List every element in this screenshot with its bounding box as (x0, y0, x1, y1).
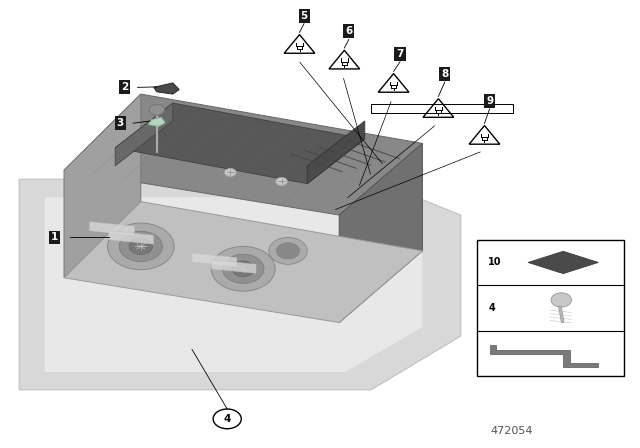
Polygon shape (528, 251, 598, 274)
Text: 7: 7 (396, 49, 404, 59)
Circle shape (108, 223, 174, 270)
Polygon shape (64, 94, 141, 278)
Circle shape (129, 238, 152, 254)
Text: 10: 10 (488, 258, 502, 267)
Polygon shape (90, 222, 134, 235)
Circle shape (276, 243, 300, 259)
Text: 1: 1 (51, 233, 58, 242)
Text: 6: 6 (345, 26, 353, 36)
Text: 4: 4 (488, 303, 495, 313)
Polygon shape (64, 94, 422, 215)
Circle shape (211, 246, 275, 291)
Polygon shape (64, 202, 422, 323)
Circle shape (119, 231, 163, 262)
Circle shape (269, 237, 307, 264)
Polygon shape (192, 253, 237, 267)
Polygon shape (19, 179, 461, 390)
Polygon shape (211, 260, 256, 273)
Polygon shape (307, 121, 365, 184)
Text: 9: 9 (486, 96, 493, 106)
Circle shape (232, 261, 254, 276)
Polygon shape (109, 231, 154, 244)
Polygon shape (154, 83, 179, 94)
Polygon shape (115, 103, 173, 166)
Circle shape (223, 254, 264, 284)
Circle shape (149, 104, 164, 115)
Text: 5: 5 (300, 11, 308, 21)
Polygon shape (45, 197, 422, 372)
Text: 8: 8 (441, 69, 449, 79)
Polygon shape (148, 117, 165, 126)
Text: 472054: 472054 (491, 426, 533, 436)
Text: 4: 4 (223, 414, 231, 424)
FancyBboxPatch shape (477, 240, 624, 376)
Polygon shape (490, 345, 598, 367)
Circle shape (225, 168, 236, 177)
Polygon shape (115, 103, 365, 184)
Polygon shape (339, 143, 422, 323)
Text: 2: 2 (121, 82, 129, 92)
Circle shape (276, 177, 287, 185)
Text: 3: 3 (116, 118, 124, 128)
Circle shape (551, 293, 572, 307)
